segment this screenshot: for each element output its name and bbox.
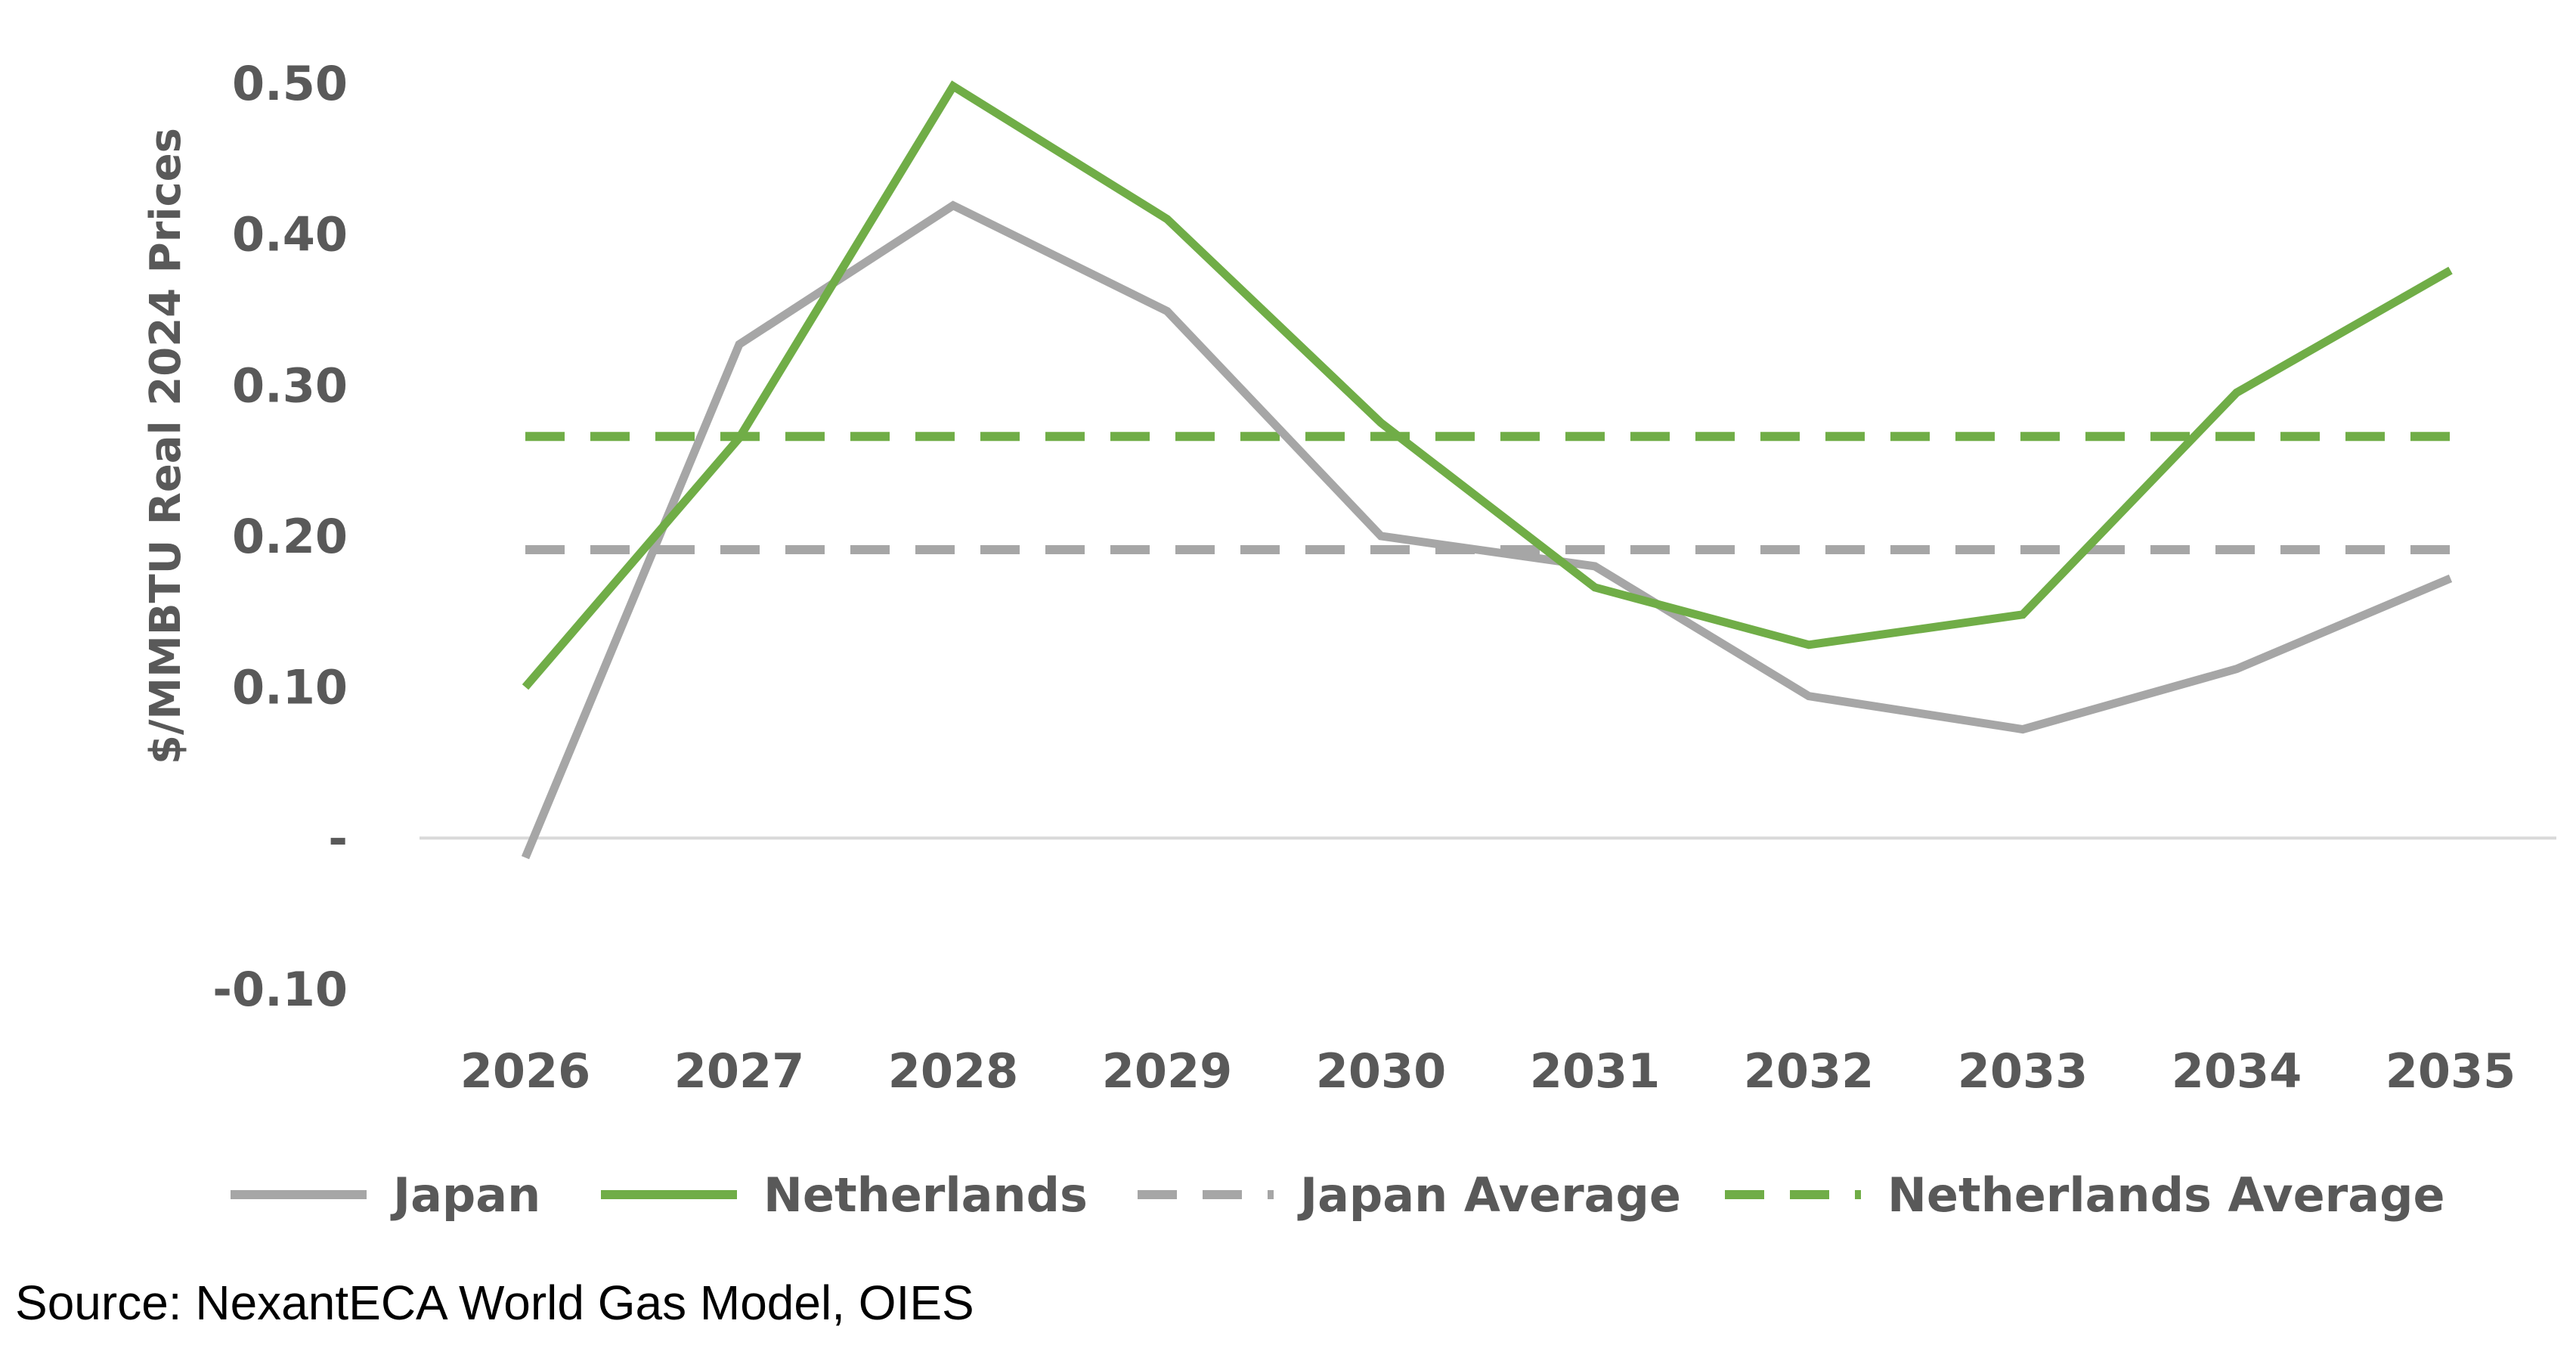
legend: Japan Netherlands Japan Average Netherlands… <box>231 1167 2445 1223</box>
y-tick-label: 0.30 <box>232 358 348 413</box>
y-tick-label: -0.10 <box>212 962 348 1017</box>
legend-label-japan-average: Japan Average <box>1297 1167 1681 1223</box>
x-axis-ticks: 2026 2027 2028 2029 2030 2031 2032 2033 2034 2035 <box>460 1043 2516 1099</box>
x-tick-label: 2031 <box>1530 1043 1661 1099</box>
series-layer <box>521 80 2453 860</box>
y-axis-ticks: 0.50 0.40 0.30 0.20 0.10 - -0.10 <box>212 56 348 1017</box>
source-note: Source: NexantECA World Gas Model, OIES <box>15 1276 974 1330</box>
x-tick-label: 2035 <box>2386 1043 2516 1099</box>
y-tick-label: 0.10 <box>232 660 348 715</box>
legend-label-netherlands: Netherlands <box>763 1167 1088 1223</box>
x-tick-label: 2033 <box>1958 1043 2088 1099</box>
y-tick-label: 0.40 <box>232 207 348 262</box>
legend-label-netherlands-average: Netherlands Average <box>1887 1167 2445 1223</box>
x-tick-label: 2032 <box>1744 1043 1875 1099</box>
x-tick-label: 2029 <box>1102 1043 1233 1099</box>
x-tick-label: 2030 <box>1316 1043 1447 1099</box>
y-tick-label: - <box>328 811 348 866</box>
x-tick-label: 2026 <box>460 1043 591 1099</box>
series-line-netherlands <box>522 80 2453 690</box>
y-tick-label: 0.50 <box>232 56 348 111</box>
series-line-japan <box>521 200 2453 860</box>
legend-label-japan: Japan <box>390 1167 540 1223</box>
x-tick-label: 2034 <box>2172 1043 2302 1099</box>
y-tick-label: 0.20 <box>232 509 348 564</box>
y-axis-title: $/MMBTU Real 2024 Prices <box>141 128 190 764</box>
x-tick-label: 2027 <box>674 1043 805 1099</box>
y-axis-title-group: $/MMBTU Real 2024 Prices <box>141 128 190 764</box>
x-tick-label: 2028 <box>888 1043 1019 1099</box>
